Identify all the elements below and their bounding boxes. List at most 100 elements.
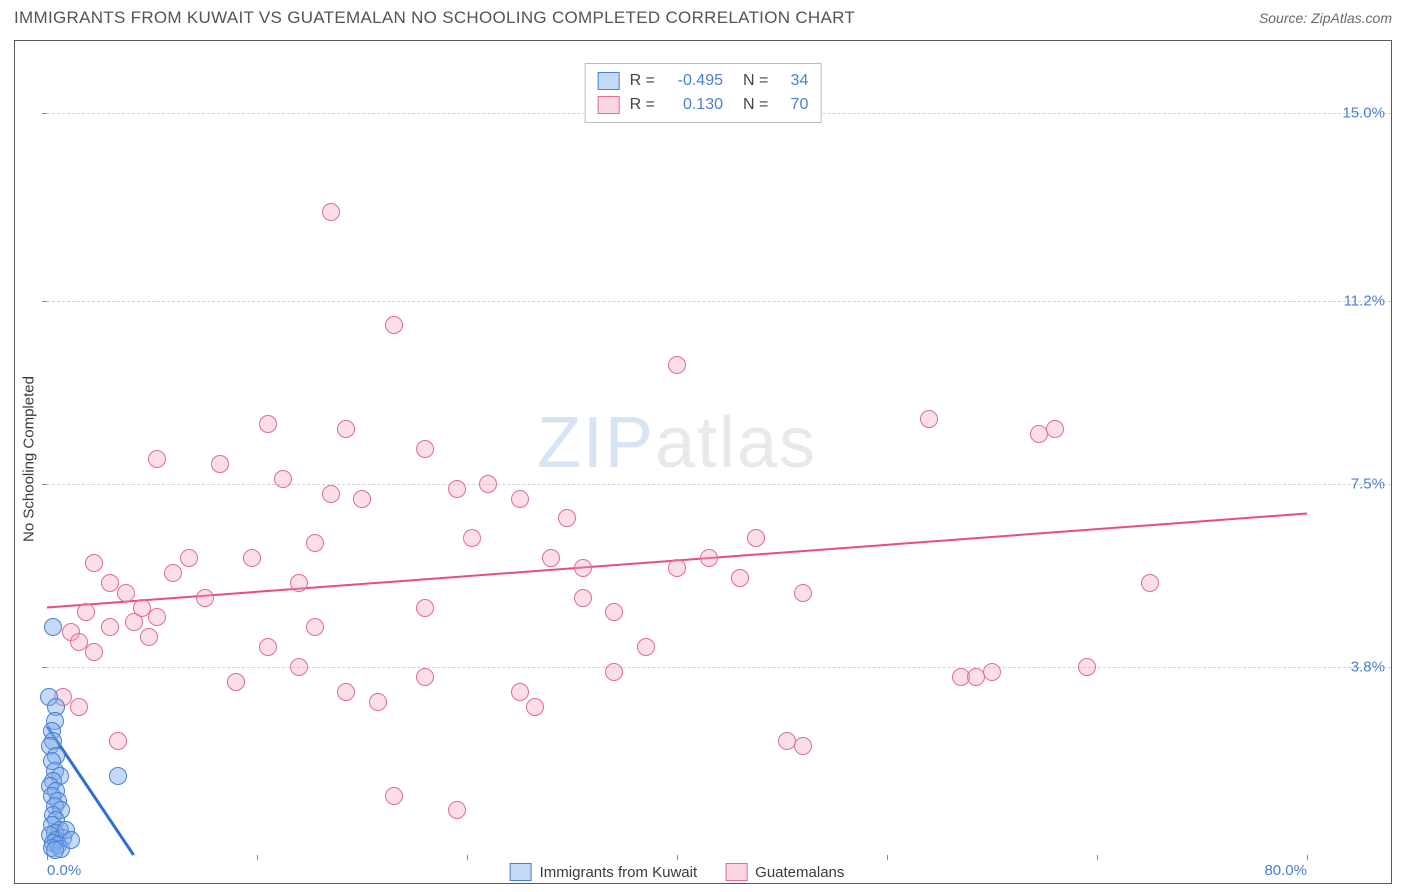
scatter-point xyxy=(125,613,143,631)
correlation-legend: R = -0.495 N = 34 R = 0.130 N = 70 xyxy=(585,63,822,123)
bottom-legend: Immigrants from Kuwait Guatemalans xyxy=(510,863,845,881)
scatter-point xyxy=(44,618,62,636)
x-axis-tick xyxy=(1097,855,1098,860)
scatter-point xyxy=(416,599,434,617)
scatter-point xyxy=(306,618,324,636)
gridline xyxy=(47,667,1391,668)
scatter-point xyxy=(731,569,749,587)
r-value-guatemalans: 0.130 xyxy=(665,93,723,117)
scatter-point xyxy=(117,584,135,602)
gridline xyxy=(47,301,1391,302)
plot-area: No Schooling Completed ZIPatlas Immigran… xyxy=(47,63,1307,855)
x-tick-label: 80.0% xyxy=(1264,862,1307,879)
legend-item-kuwait: Immigrants from Kuwait xyxy=(510,863,698,881)
x-axis-tick xyxy=(467,855,468,860)
scatter-point xyxy=(322,203,340,221)
scatter-point xyxy=(920,410,938,428)
scatter-point xyxy=(148,608,166,626)
y-tick-label: 11.2% xyxy=(1344,292,1385,309)
x-tick-label: 0.0% xyxy=(47,862,81,879)
y-tick-label: 15.0% xyxy=(1342,104,1385,121)
y-axis-tick xyxy=(42,301,47,302)
scatter-point xyxy=(967,668,985,686)
scatter-point xyxy=(369,693,387,711)
legend-swatch-pink xyxy=(598,96,620,114)
scatter-point xyxy=(337,420,355,438)
r-value-kuwait: -0.495 xyxy=(665,69,723,93)
scatter-point xyxy=(322,485,340,503)
scatter-point xyxy=(196,589,214,607)
chart-container: No Schooling Completed ZIPatlas Immigran… xyxy=(14,40,1392,884)
scatter-point xyxy=(109,767,127,785)
scatter-point xyxy=(274,470,292,488)
chart-title: IMMIGRANTS FROM KUWAIT VS GUATEMALAN NO … xyxy=(14,8,855,28)
scatter-point xyxy=(353,490,371,508)
legend-label-guatemalans: Guatemalans xyxy=(755,864,844,881)
scatter-point xyxy=(109,732,127,750)
scatter-point xyxy=(85,643,103,661)
scatter-point xyxy=(259,638,277,656)
source-prefix: Source: xyxy=(1259,10,1311,26)
scatter-point xyxy=(1078,658,1096,676)
n-value-guatemalans: 70 xyxy=(778,93,808,117)
scatter-point xyxy=(290,574,308,592)
scatter-point xyxy=(164,564,182,582)
source-name: ZipAtlas.com xyxy=(1311,10,1392,26)
scatter-point xyxy=(259,415,277,433)
scatter-point xyxy=(511,683,529,701)
watermark-part1: ZIP xyxy=(537,403,655,483)
source-attribution: Source: ZipAtlas.com xyxy=(1259,10,1392,26)
r-label: R = xyxy=(630,69,655,93)
scatter-point xyxy=(558,509,576,527)
scatter-point xyxy=(85,554,103,572)
scatter-point xyxy=(479,475,497,493)
header: IMMIGRANTS FROM KUWAIT VS GUATEMALAN NO … xyxy=(0,0,1406,34)
y-axis-tick xyxy=(42,484,47,485)
y-tick-label: 7.5% xyxy=(1351,475,1385,492)
scatter-point xyxy=(574,589,592,607)
scatter-point xyxy=(46,841,64,859)
legend-label-kuwait: Immigrants from Kuwait xyxy=(540,864,698,881)
scatter-point xyxy=(148,450,166,468)
scatter-point xyxy=(605,603,623,621)
scatter-point xyxy=(140,628,158,646)
scatter-point xyxy=(416,440,434,458)
scatter-point xyxy=(62,831,80,849)
scatter-point xyxy=(1141,574,1159,592)
trend-lines xyxy=(47,63,1307,855)
y-axis-tick xyxy=(42,667,47,668)
scatter-point xyxy=(70,698,88,716)
scatter-point xyxy=(180,549,198,567)
scatter-point xyxy=(747,529,765,547)
legend-item-guatemalans: Guatemalans xyxy=(725,863,844,881)
legend-row-kuwait: R = -0.495 N = 34 xyxy=(598,69,809,93)
y-axis-tick xyxy=(42,113,47,114)
legend-swatch-blue xyxy=(598,72,620,90)
scatter-point xyxy=(77,603,95,621)
legend-row-guatemalans: R = 0.130 N = 70 xyxy=(598,93,809,117)
scatter-point xyxy=(243,549,261,567)
scatter-point xyxy=(668,559,686,577)
n-label: N = xyxy=(743,69,768,93)
x-axis-tick xyxy=(677,855,678,860)
y-tick-label: 3.8% xyxy=(1351,658,1385,675)
scatter-point xyxy=(385,316,403,334)
n-label: N = xyxy=(743,93,768,117)
scatter-point xyxy=(463,529,481,547)
scatter-point xyxy=(1046,420,1064,438)
scatter-point xyxy=(448,801,466,819)
scatter-point xyxy=(211,455,229,473)
scatter-point xyxy=(542,549,560,567)
watermark: ZIPatlas xyxy=(537,402,817,484)
n-value-kuwait: 34 xyxy=(778,69,808,93)
scatter-point xyxy=(794,737,812,755)
scatter-point xyxy=(385,787,403,805)
scatter-point xyxy=(605,663,623,681)
scatter-point xyxy=(574,559,592,577)
watermark-part2: atlas xyxy=(655,403,817,483)
scatter-point xyxy=(101,618,119,636)
scatter-point xyxy=(511,490,529,508)
scatter-point xyxy=(983,663,1001,681)
x-axis-tick xyxy=(887,855,888,860)
scatter-point xyxy=(637,638,655,656)
